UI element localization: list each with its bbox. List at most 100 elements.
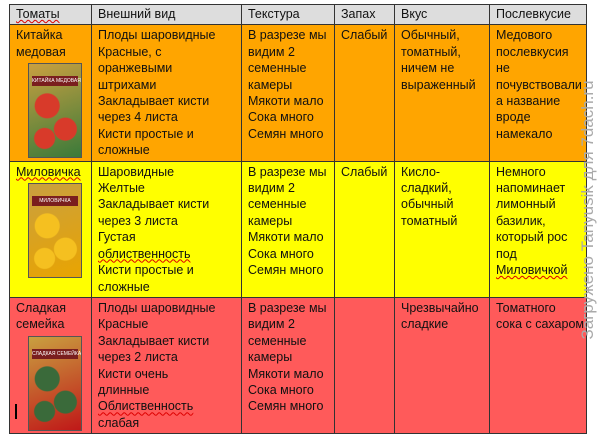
- cell-line: базилик,: [496, 213, 546, 228]
- cell-line: Красные: [98, 317, 149, 332]
- cell-line: видим 2: [248, 181, 295, 196]
- cell-line: Кисти простые и: [98, 263, 194, 278]
- cell-line: Медового: [496, 28, 553, 43]
- cell-line: Семян много: [248, 263, 324, 278]
- seed-packet-image: КИТАЙКА МЕДОВАЯ: [28, 63, 82, 159]
- cell-line: слабая: [98, 415, 140, 430]
- header-label: Томаты: [16, 7, 60, 21]
- header-appearance: Внешний вид: [91, 3, 242, 26]
- cell-line: ничем не: [401, 61, 455, 76]
- cell-line: Миловичка: [16, 164, 81, 179]
- cell-line: который рос: [496, 230, 568, 245]
- cell-line: Закладывает кисти: [98, 197, 210, 212]
- taste-cell: Обычный, томатный, ничем не выраженный: [394, 24, 490, 162]
- smell-cell: Слабый: [334, 24, 395, 162]
- cell-line: лимонный: [496, 197, 556, 212]
- tomato-comparison-table: Томаты Внешний вид Текстура Запах Вкус П…: [9, 3, 587, 434]
- cell-line: Миловичкой: [496, 263, 568, 278]
- cell-line: семенные: [248, 197, 307, 212]
- watermark: Загружено Tanyusik для 7dach.ru: [578, 80, 597, 340]
- cell-line: Мякоти мало: [248, 94, 324, 109]
- cell-line: семенные: [248, 333, 307, 348]
- cell-line: через 2 листа: [98, 350, 178, 365]
- aftertaste-cell: Медового послевкусия не почувствовали а назв…: [489, 24, 587, 162]
- text-cursor: [15, 404, 17, 419]
- cell-line: томатный: [401, 213, 458, 228]
- cell-line: намекало: [496, 126, 553, 141]
- cell-line: сладкие: [401, 317, 449, 332]
- cell-line: Густая: [98, 230, 136, 245]
- cell-line: почувствовали: [496, 77, 582, 92]
- cell-line: В разрезе мы: [248, 28, 327, 43]
- variety-name-cell: Сладкая семейка СЛАДКАЯ СЕМЕЙКА: [9, 296, 92, 434]
- cell-line: томатный,: [401, 44, 461, 59]
- cell-line: сладкий,: [401, 181, 452, 196]
- cell-line: сока с сахаром: [496, 317, 584, 332]
- cell-line: Семян много: [248, 126, 324, 141]
- cell-line: В разрезе мы: [248, 300, 327, 315]
- variety-name-cell: Миловичка МИЛОВИЧКА: [9, 160, 92, 298]
- appearance-cell: Плоды шаровидные Красные Закладывает кисти…: [91, 296, 242, 434]
- aftertaste-cell: Томатного сока с сахаром: [489, 296, 587, 434]
- cell-line: под: [496, 246, 517, 261]
- smell-cell: [334, 296, 395, 434]
- seed-packet-image: СЛАДКАЯ СЕМЕЙКА: [28, 335, 82, 431]
- texture-cell: В разрезе мы видим 2 семенные камеры Мякоти …: [241, 24, 335, 162]
- cell-line: через 4 листа: [98, 110, 178, 125]
- cell-line: Шаровидные: [98, 164, 175, 179]
- cell-line: Китайка: [16, 28, 63, 43]
- cell-line: Желтые: [98, 181, 145, 196]
- cell-line: сложные: [98, 279, 150, 294]
- header-texture: Текстура: [241, 3, 335, 26]
- appearance-cell: Плоды шаровидные Красные, с оранжевыми штри…: [91, 24, 242, 162]
- cell-line: Сладкая: [16, 300, 67, 315]
- cell-line: не: [496, 61, 510, 76]
- cell-line: Немного: [496, 164, 546, 179]
- appearance-cell: Шаровидные Желтые Закладывает кисти через 3…: [91, 160, 242, 298]
- cell-line: Семян много: [248, 399, 324, 414]
- texture-cell: В разрезе мы видим 2 семенные камеры Мякоти …: [241, 296, 335, 434]
- cell-line: семенные: [248, 61, 307, 76]
- cell-line: Закладывает кисти: [98, 333, 210, 348]
- cell-line: а название: [496, 94, 561, 109]
- cell-line: облиственность: [98, 246, 191, 261]
- cell-line: медовая: [16, 44, 66, 59]
- aftertaste-cell: Немного напоминает лимонный базилик, который…: [489, 160, 587, 298]
- cell-line: Сока много: [248, 246, 314, 261]
- cell-line: Мякоти мало: [248, 230, 324, 245]
- cell-line: Закладывает кисти: [98, 94, 210, 109]
- cell-line: вроде: [496, 110, 531, 125]
- cell-line: штрихами: [98, 77, 157, 92]
- cell-line: Плоды шаровидные: [98, 300, 216, 315]
- header-smell: Запах: [334, 3, 395, 26]
- cell-line: камеры: [248, 77, 293, 92]
- cell-line: сложные: [98, 143, 150, 158]
- header-taste: Вкус: [394, 3, 490, 26]
- cell-line: камеры: [248, 213, 293, 228]
- header-aftertaste: Послевкусие: [489, 3, 587, 26]
- header-tomatoes: Томаты: [9, 3, 92, 26]
- cell-line: камеры: [248, 350, 293, 365]
- cell-line: через 3 листа: [98, 213, 178, 228]
- cell-line: длинные: [98, 382, 150, 397]
- cell-line: Плоды шаровидные: [98, 28, 216, 43]
- cell-line: Кисти простые и: [98, 126, 194, 141]
- cell-line: Томатного: [496, 300, 556, 315]
- cell-line: Сока много: [248, 382, 314, 397]
- cell-line: обычный: [401, 197, 454, 212]
- smell-cell: Слабый: [334, 160, 395, 298]
- cell-line: Обычный,: [401, 28, 460, 43]
- cell-line: выраженный: [401, 77, 476, 92]
- cell-line: напоминает: [496, 181, 566, 196]
- cell-line: Кисло-: [401, 164, 441, 179]
- seed-packet-image: МИЛОВИЧКА: [28, 183, 82, 279]
- cell-line: Чрезвычайно: [401, 300, 479, 315]
- cell-line: видим 2: [248, 44, 295, 59]
- seed-packet-label: СЛАДКАЯ СЕМЕЙКА: [32, 348, 82, 359]
- header-row: Томаты Внешний вид Текстура Запах Вкус П…: [9, 3, 587, 26]
- cell-line: видим 2: [248, 317, 295, 332]
- seed-packet-label: КИТАЙКА МЕДОВАЯ: [32, 76, 81, 87]
- cell-line: Кисти очень: [98, 366, 169, 381]
- taste-cell: Чрезвычайно сладкие: [394, 296, 490, 434]
- cell-line: семейка: [16, 317, 65, 332]
